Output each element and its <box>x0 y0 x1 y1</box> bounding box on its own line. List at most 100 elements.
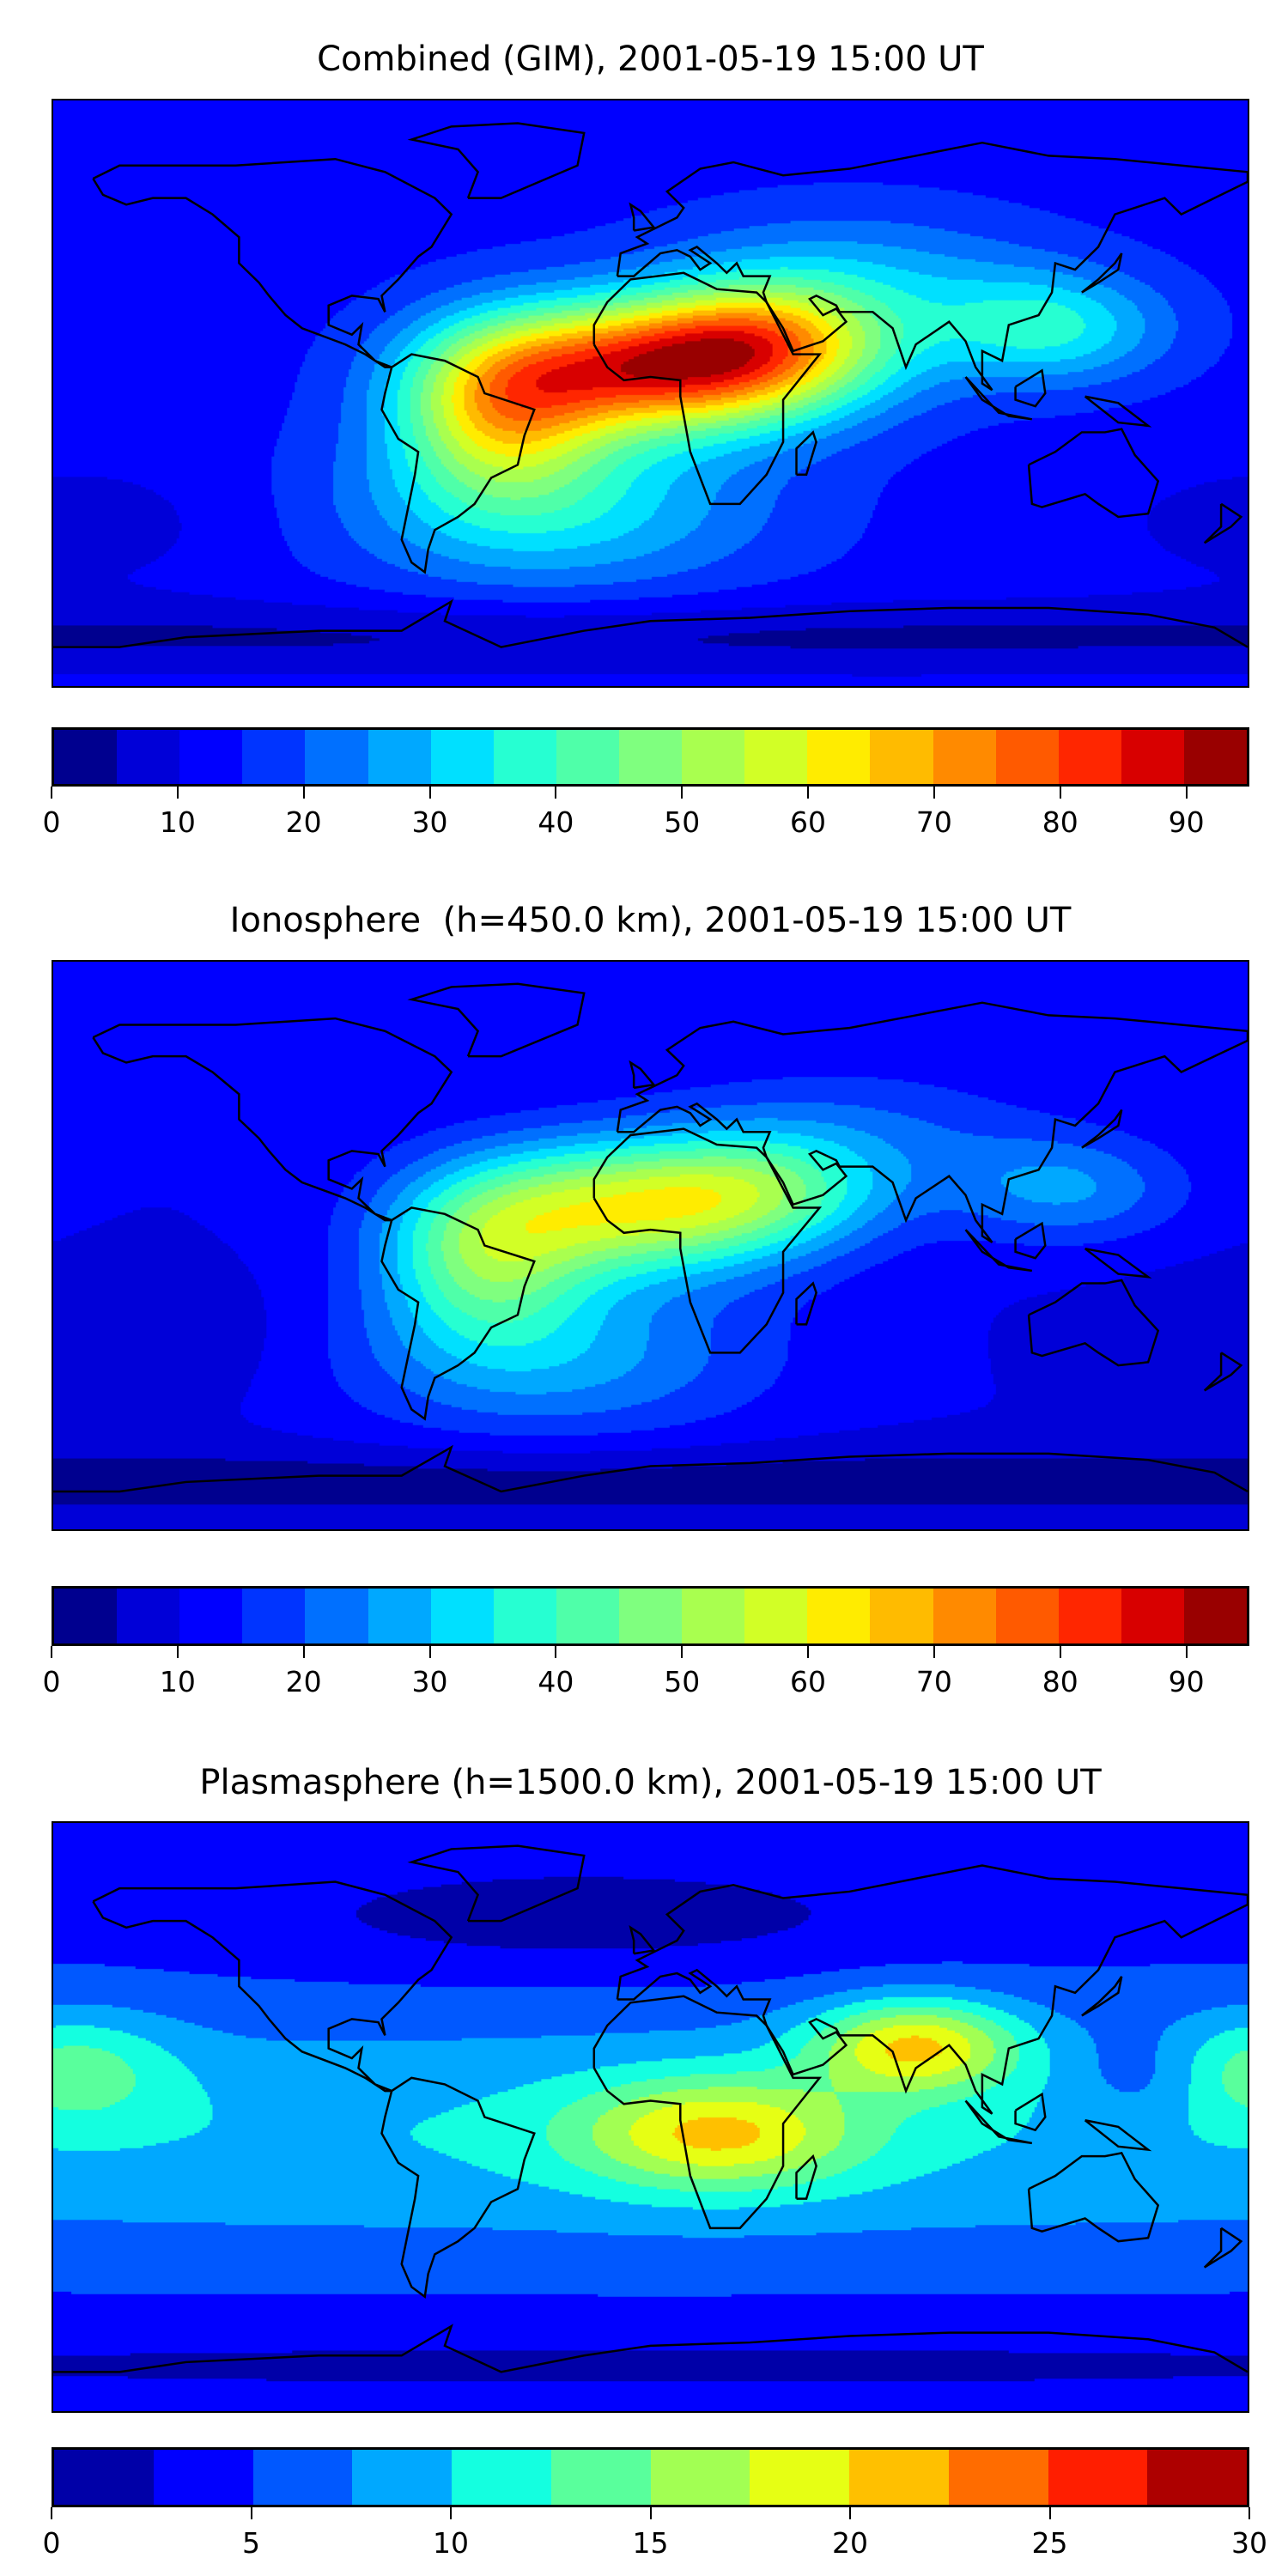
coastline <box>1014 1221 1047 1260</box>
colorbar-tick <box>649 2507 652 2519</box>
coastline <box>795 2154 817 2200</box>
panel-title-plasmasphere: Plasmasphere (h=1500.0 km), 2001-05-19 1… <box>199 1763 1102 1802</box>
colorbar-tick <box>933 787 935 799</box>
coastline <box>1014 2092 1047 2132</box>
colorbar-segment <box>682 730 745 784</box>
colorbar-segment <box>252 2450 353 2505</box>
colorbar-segment <box>750 2450 849 2505</box>
coastline <box>53 1444 1248 1493</box>
coastline <box>795 430 817 476</box>
colorbar-ticks-combined: 0 10 20 30 40 50 60 70 80 90 <box>43 787 1249 847</box>
colorbar-tick-label: 30 <box>411 1665 448 1698</box>
colorbar-segment <box>1048 2450 1148 2505</box>
colorbar-segment <box>807 1589 871 1643</box>
coastline <box>407 982 586 1058</box>
colorbar-plasmasphere <box>52 2447 1249 2507</box>
map-ionosphere <box>52 960 1249 1531</box>
colorbar-segment <box>179 1589 243 1643</box>
colorbar-tick-label: 15 <box>632 2526 669 2560</box>
colorbar-tick-label: 50 <box>664 1665 701 1698</box>
coastline <box>629 1925 656 1955</box>
colorbar-tick <box>933 1646 935 1658</box>
colorbar-tick-label: 90 <box>1168 1665 1205 1698</box>
colorbar-tick <box>1249 2507 1250 2519</box>
map-plasmasphere <box>52 1821 1249 2413</box>
colorbar-tick <box>807 1646 810 1658</box>
map-combined <box>52 99 1249 688</box>
colorbar-segment <box>179 730 243 784</box>
colorbar-tick <box>302 787 305 799</box>
colorbar-segment <box>54 1589 118 1643</box>
colorbar-segment <box>430 1589 494 1643</box>
contour-field <box>53 962 1248 1529</box>
coastline <box>1081 252 1123 294</box>
colorbar-tick <box>428 787 431 799</box>
coastline <box>407 1844 586 1923</box>
colorbar-segment <box>556 1589 619 1643</box>
colorbar-segment <box>995 730 1059 784</box>
colorbar-segment <box>650 2450 750 2505</box>
colorbar-segment <box>849 2450 949 2505</box>
coastline <box>964 1229 1033 1273</box>
colorbar-tick <box>176 1646 179 1658</box>
colorbar-tick <box>51 2507 52 2519</box>
colorbar-segment <box>1183 1589 1248 1643</box>
colorbar-tick-label: 10 <box>433 2526 469 2560</box>
coastline <box>964 376 1033 421</box>
coastline <box>592 1127 823 1354</box>
colorbar-segment <box>807 730 871 784</box>
coastline <box>53 598 1248 648</box>
colorbar-tick-label: 10 <box>159 1665 196 1698</box>
colorbar-tick-label: 0 <box>42 1665 61 1698</box>
coastline <box>616 1001 1248 1243</box>
colorbar-segment <box>744 1589 808 1643</box>
colorbar-segment <box>430 730 494 784</box>
coastline <box>380 353 536 574</box>
coastline <box>1203 502 1243 544</box>
colorbar-segment <box>1121 730 1184 784</box>
colorbar-segment <box>242 730 306 784</box>
coastline <box>1027 1279 1160 1367</box>
panel-title-ionosphere: Ionosphere (h=450.0 km), 2001-05-19 15:0… <box>229 901 1072 940</box>
colorbar-tick-label: 60 <box>790 1665 827 1698</box>
colorbar-segment <box>870 1589 933 1643</box>
colorbar-segment <box>1147 2450 1247 2505</box>
colorbar-segment <box>556 730 619 784</box>
coastline <box>592 1995 823 2230</box>
coastline <box>616 141 1248 392</box>
colorbar-tick <box>1185 1646 1188 1658</box>
colorbar-segment <box>933 1589 996 1643</box>
coastline <box>964 2099 1033 2145</box>
colorbar-tick-label: 25 <box>1031 2526 1068 2560</box>
colorbar-segment <box>368 730 431 784</box>
colorbar-tick <box>555 787 557 799</box>
colorbar-tick <box>302 1646 305 1658</box>
colorbar-segment <box>1058 730 1121 784</box>
colorbar-tick <box>428 1646 431 1658</box>
colorbar-tick-label: 30 <box>411 805 448 839</box>
colorbar-segment <box>1121 1589 1184 1643</box>
coastline <box>1014 368 1047 408</box>
colorbar-tick-label: 70 <box>915 805 952 839</box>
colorbar-tick-label: 90 <box>1168 805 1205 839</box>
colorbar-ticks-ionosphere: 0 10 20 30 40 50 60 70 80 90 <box>43 1646 1249 1706</box>
coastline <box>380 1206 536 1421</box>
colorbar-segment <box>242 1589 306 1643</box>
colorbar-combined <box>52 727 1249 787</box>
colorbar-tick <box>176 787 179 799</box>
colorbar-segment <box>618 730 683 784</box>
colorbar-tick <box>1048 2507 1051 2519</box>
colorbar-tick <box>1185 787 1188 799</box>
colorbar-ticks-plasmasphere: 0 5 10 15 20 25 30 <box>43 2507 1267 2567</box>
coastline <box>1084 2119 1152 2152</box>
coastline <box>92 1017 453 1222</box>
coastline <box>616 1864 1248 2115</box>
colorbar-segment <box>995 1589 1059 1643</box>
colorbar-tick <box>807 787 810 799</box>
colorbar-segment <box>493 1589 556 1643</box>
colorbar-tick <box>555 1646 557 1658</box>
colorbar-tick-label: 70 <box>915 1665 952 1698</box>
coastline <box>92 157 453 368</box>
colorbar-segment <box>618 1589 683 1643</box>
